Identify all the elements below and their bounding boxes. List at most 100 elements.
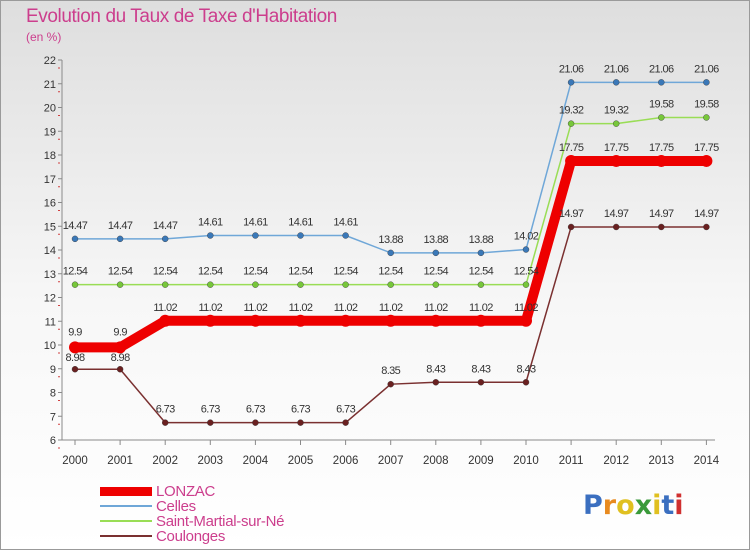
data-point (477, 281, 485, 288)
data-label: 14.97 (649, 208, 674, 220)
logo-letter: r (602, 490, 617, 521)
data-point (567, 120, 575, 127)
data-point (249, 314, 262, 327)
data-label: 11.02 (424, 302, 448, 314)
data-point (432, 281, 439, 288)
data-point (339, 314, 352, 327)
unit-label: (en %) (26, 30, 62, 44)
logo-letter: i (674, 490, 684, 521)
data-point (655, 154, 668, 167)
x-tick-label: 2006 (333, 455, 359, 467)
legend-swatch (100, 520, 152, 522)
chart-title: Evolution du Taux de Taxe d'Habitation (26, 6, 337, 27)
y-tick-label: 15 (44, 221, 56, 233)
logo-letter: x (634, 490, 653, 521)
y-tick-label: 21 (44, 79, 56, 91)
data-point (342, 419, 349, 426)
y-tick-label: 11 (45, 316, 56, 328)
y-tick-label: 13 (44, 269, 56, 281)
data-label: 8.98 (65, 352, 84, 364)
data-label: 14.97 (604, 208, 629, 220)
data-point (207, 419, 214, 426)
data-label: 8.43 (516, 363, 535, 375)
data-label: 11.02 (334, 302, 358, 314)
y-tick-label: 16 (44, 198, 56, 210)
data-point (613, 120, 620, 127)
data-label: 12.54 (288, 266, 313, 278)
y-tick-label: 22 (44, 55, 56, 67)
legend-item: Coulonges (100, 528, 360, 545)
data-point (700, 154, 713, 167)
y-tick-label: 9 (50, 364, 56, 376)
x-tick-label: 2010 (513, 455, 539, 467)
y-tick-label: 14 (44, 245, 56, 257)
data-label: 8.43 (426, 363, 445, 375)
data-label: 14.47 (63, 220, 88, 232)
data-label: 8.35 (381, 365, 400, 377)
data-label: 21.06 (694, 63, 719, 75)
data-point (474, 314, 487, 327)
data-point (703, 114, 710, 121)
data-point (658, 114, 665, 121)
data-label: 8.98 (111, 352, 130, 364)
data-point (342, 281, 349, 288)
data-point (69, 341, 81, 354)
data-label: 19.32 (604, 105, 629, 117)
data-label: 6.73 (156, 404, 175, 416)
x-tick-label: 2009 (468, 455, 494, 467)
data-label: 12.54 (108, 266, 133, 278)
data-point (658, 223, 665, 231)
x-tick-label: 2011 (559, 455, 584, 467)
y-tick-label: 8 (50, 388, 56, 400)
data-label: 14.02 (514, 231, 539, 243)
data-label: 14.97 (559, 208, 584, 220)
data-point (252, 281, 259, 288)
data-point (477, 379, 485, 386)
data-point (297, 281, 304, 288)
data-label: 17.75 (559, 142, 584, 154)
data-label: 17.75 (694, 142, 719, 154)
data-label: 11.02 (198, 302, 222, 314)
data-label: 11.02 (244, 302, 268, 314)
data-label: 12.54 (378, 266, 403, 278)
legend-label: LONZAC (156, 483, 216, 500)
x-tick-label: 2013 (649, 455, 675, 467)
data-point (703, 223, 710, 231)
data-point (71, 281, 79, 288)
y-tick-label: 19 (44, 126, 56, 138)
x-tick-label: 2007 (378, 455, 404, 467)
legend-swatch (100, 505, 152, 507)
data-label: 14.47 (108, 220, 133, 232)
data-label: 11.02 (289, 302, 313, 314)
data-label: 12.54 (243, 266, 268, 278)
data-point (520, 314, 532, 327)
data-label: 6.73 (291, 404, 310, 416)
data-label: 9.9 (113, 326, 127, 338)
data-point (294, 314, 307, 327)
y-tick-label: 10 (44, 340, 56, 352)
data-label: 14.47 (153, 220, 178, 232)
y-tick-label: 6 (50, 435, 56, 447)
x-tick-label: 2004 (243, 455, 269, 467)
data-point (432, 249, 439, 257)
data-label: 9.9 (68, 326, 82, 338)
data-label: 19.32 (559, 105, 584, 117)
data-point (387, 249, 394, 257)
data-label: 14.61 (288, 217, 313, 229)
data-point (429, 314, 442, 327)
data-label: 6.73 (336, 404, 355, 416)
data-point (204, 314, 217, 327)
x-tick-label: 2012 (603, 455, 629, 467)
data-label: 19.58 (694, 98, 719, 110)
legend-item: Celles (100, 498, 360, 515)
logo-letter: P (583, 490, 603, 521)
data-label: 13.88 (378, 234, 403, 246)
data-point (522, 379, 530, 386)
data-point (116, 235, 124, 243)
data-point (477, 249, 485, 257)
legend-item: LONZAC (100, 483, 360, 500)
x-tick-label: 2008 (423, 455, 449, 467)
data-label: 12.54 (333, 266, 358, 278)
